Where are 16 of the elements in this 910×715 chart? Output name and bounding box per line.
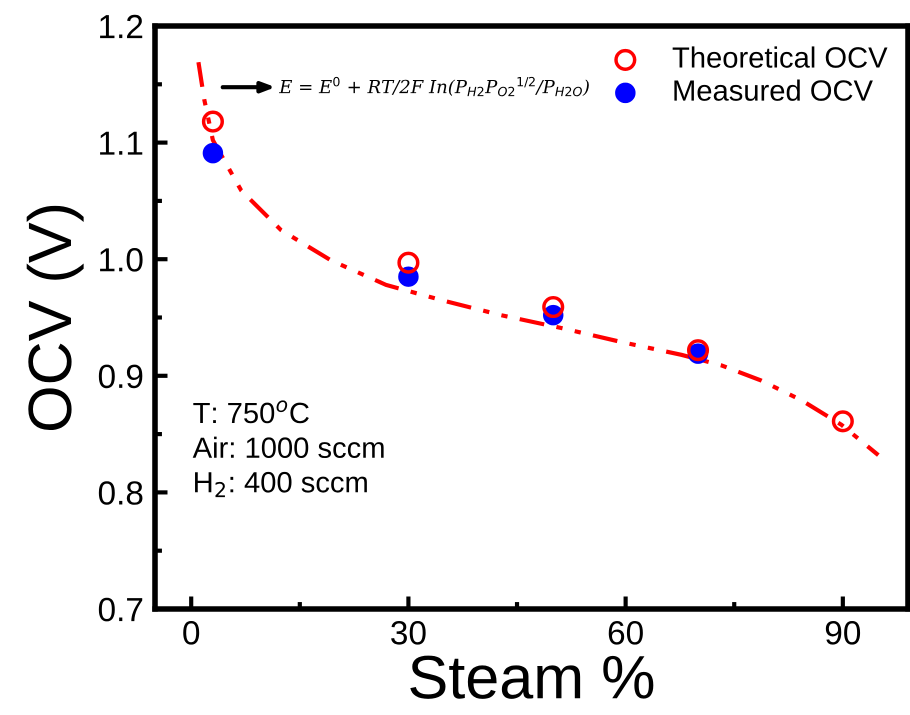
y-tick-label: 0.8: [98, 481, 142, 505]
annotation: T: 750$^{o}$C Air: 1000 sccm H$_{2}$: 400 sccm: [192, 400, 384, 498]
x-tick-label: 60: [608, 620, 643, 645]
legend-label: Theoretical OCV: [672, 46, 888, 68]
x-axis-title: Steam %: [410, 656, 654, 699]
x-tick-label: 90: [826, 620, 860, 645]
x-tick-label: 0: [183, 620, 200, 645]
y-tick-label: 1.2: [100, 14, 142, 38]
text: E = E$^{0}$ + RT/2F In(P$_{H2}$P$_{O2}$$^{1/2}$/P$_{H2O}$): [278, 76, 589, 96]
y-tick-label: 1.1: [100, 132, 142, 155]
x-tick-label: 30: [391, 620, 426, 645]
y-tick-label: 0.7: [98, 598, 142, 622]
legend-label: Measured OCV: [674, 79, 873, 101]
y-axis-title: OCV (V): [26, 206, 84, 430]
text: 1.0: [100, 248, 143, 272]
y-tick-label: 0.9: [98, 364, 142, 388]
